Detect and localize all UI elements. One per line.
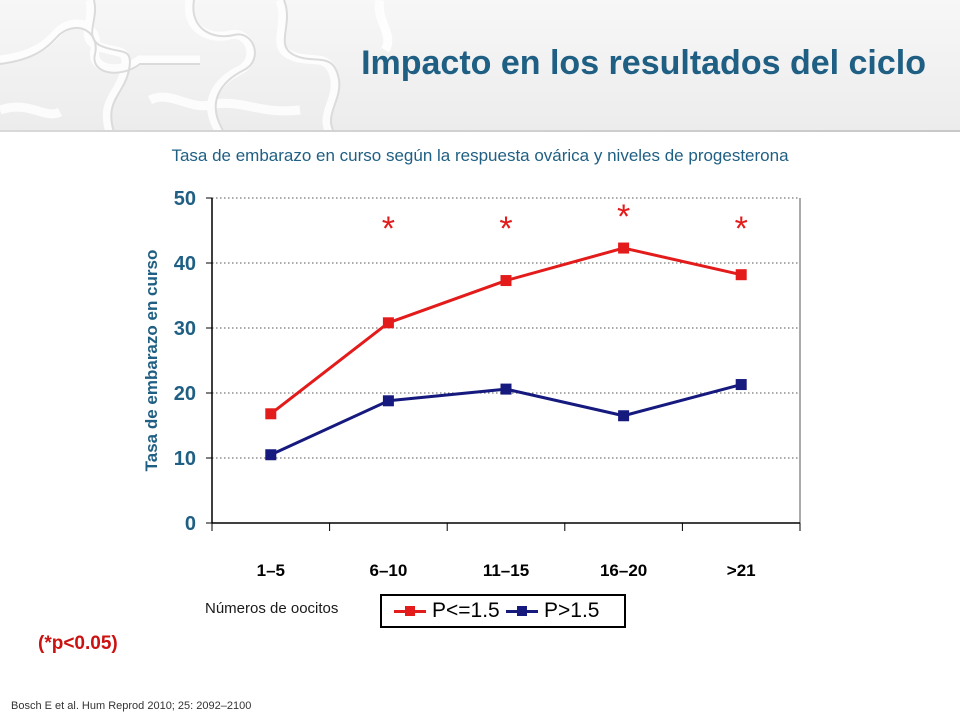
x-tick-label: 11–15 <box>483 561 529 580</box>
y-tick-label: 20 <box>174 383 196 405</box>
citation: Bosch E et al. Hum Reprod 2010; 25: 2092… <box>11 700 252 712</box>
puzzle-background <box>0 0 393 132</box>
x-tick-label: 6–10 <box>369 561 407 580</box>
x-tick-label: 16–20 <box>600 561 647 580</box>
legend-label: P>1.5 <box>544 599 600 622</box>
y-tick-label: 40 <box>174 253 196 275</box>
significance-asterisk: * <box>499 210 512 248</box>
legend-item-p-le-1-5: P<=1.5 <box>394 598 504 626</box>
significance-footnote: (*p<0.05) <box>38 633 118 654</box>
series-line-1 <box>270 383 742 457</box>
axis-layer <box>206 197 801 531</box>
significance-asterisk: * <box>735 210 748 248</box>
y-tick-label: 10 <box>174 448 196 470</box>
grid-layer <box>212 197 801 523</box>
significance-asterisk: * <box>617 198 630 236</box>
data-point-series-1 <box>618 410 630 422</box>
data-point-series-0 <box>500 275 512 287</box>
data-point-series-0 <box>382 317 394 329</box>
legend-item-p-gt-1-5: P>1.5 <box>506 598 616 626</box>
x-tick-label: 1–5 <box>257 561 285 580</box>
data-point-series-0 <box>735 269 747 281</box>
legend-square-red <box>405 606 415 616</box>
data-point-series-1 <box>500 383 512 395</box>
header-band <box>0 0 960 132</box>
legend-square-navy <box>517 606 527 616</box>
x-tick-label: >21 <box>727 561 756 580</box>
legend-label: P<=1.5 <box>432 599 500 622</box>
y-tick-label: 30 <box>174 318 196 340</box>
x-axis-label: Números de oocitos <box>205 600 339 617</box>
page-title: Impacto en los resultados del ciclo <box>361 44 926 82</box>
data-point-series-1 <box>735 379 747 391</box>
y-tick-label: 50 <box>174 188 196 210</box>
chart-subtitle: Tasa de embarazo en curso según la respu… <box>171 146 789 165</box>
data-point-series-0 <box>618 242 630 254</box>
significance-asterisk: * <box>382 210 395 248</box>
y-tick-label: 0 <box>185 513 196 535</box>
data-point-series-1 <box>265 449 277 461</box>
data-point-series-1 <box>382 395 394 407</box>
series-layer <box>265 242 747 461</box>
y-axis-title: Tasa de embarazo en curso <box>142 250 161 472</box>
chart-legend: P<=1.5 P>1.5 <box>380 594 626 628</box>
header-divider <box>0 130 960 132</box>
data-point-series-0 <box>265 408 277 420</box>
label-layer: 0 10 20 30 40 50 1–5 6–10 11–15 16–20 >21 Tasa de e… <box>142 188 756 580</box>
